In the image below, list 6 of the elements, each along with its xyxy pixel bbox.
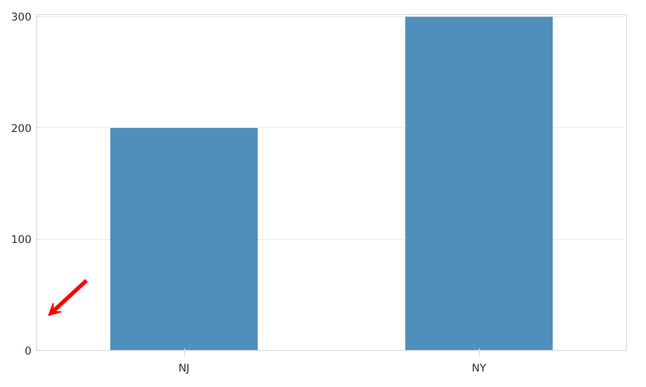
x-tick-label: NY bbox=[472, 362, 487, 374]
y-tick-label: 0 bbox=[24, 344, 32, 358]
x-tick-label: NJ bbox=[178, 362, 190, 374]
y-tick-label: 100 bbox=[11, 233, 32, 246]
y-tick-label: 200 bbox=[11, 122, 32, 135]
y-tick-label: 300 bbox=[11, 10, 32, 24]
